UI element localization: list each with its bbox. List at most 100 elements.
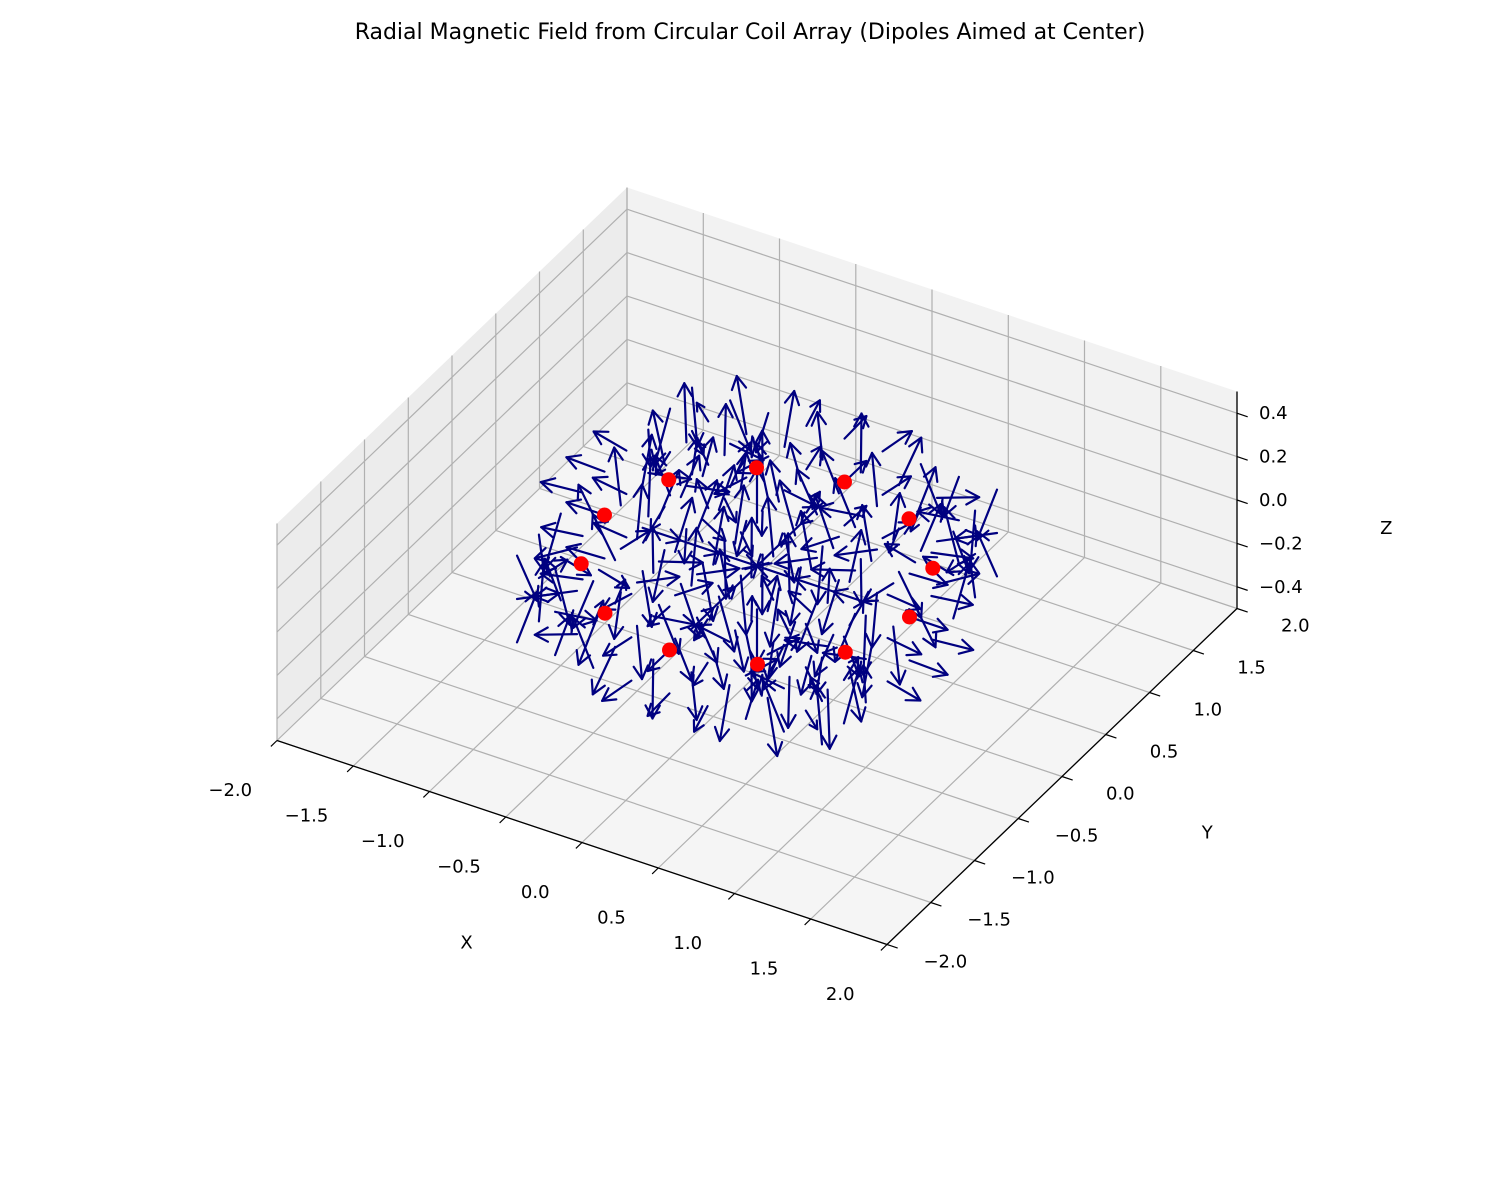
field-arrow xyxy=(780,532,797,592)
arrow-head xyxy=(565,454,583,470)
arrow-shaft xyxy=(539,481,584,494)
arrow-shaft xyxy=(635,575,681,584)
arrow-shaft xyxy=(862,614,867,677)
arrow-head xyxy=(922,466,939,483)
z-tick xyxy=(1236,542,1248,548)
arrow-head xyxy=(780,532,797,548)
field-arrow xyxy=(695,401,710,423)
arrow-shaft xyxy=(515,590,539,644)
field-arrow xyxy=(796,654,813,696)
arrow-head xyxy=(821,567,837,583)
field-arrow xyxy=(613,578,628,605)
field-arrow xyxy=(695,561,741,579)
arrow-head xyxy=(696,579,714,595)
field-arrow xyxy=(848,667,867,723)
arrow-head xyxy=(846,660,863,678)
field-arrow xyxy=(883,542,917,564)
axis-labels: X Y Z xyxy=(460,518,1392,954)
field-arrow xyxy=(941,475,961,517)
field-arrow xyxy=(973,488,999,542)
arrow-head xyxy=(855,660,873,677)
arrow-head xyxy=(956,557,973,575)
arrow-head xyxy=(761,673,777,691)
z-tick-label: 0.0 xyxy=(1259,490,1288,511)
arrow-head xyxy=(890,669,907,686)
arrow-head xyxy=(736,451,753,468)
x-tick xyxy=(575,842,583,849)
arrow-shaft xyxy=(952,530,971,575)
arrow-head xyxy=(733,484,751,501)
arrow-head xyxy=(540,521,557,539)
arrow-shaft xyxy=(657,560,704,564)
y-tick-label: 0.5 xyxy=(1150,741,1179,762)
arrow-shaft xyxy=(537,558,569,580)
arrow-head xyxy=(701,436,718,453)
arrow-shaft xyxy=(975,488,999,542)
field-arrow xyxy=(754,429,771,469)
field-arrow xyxy=(853,412,870,474)
coil-marker xyxy=(925,560,941,576)
x-tick xyxy=(727,893,735,900)
arrow-head xyxy=(809,399,822,413)
gridline-z xyxy=(276,251,1238,590)
arrow-head xyxy=(746,595,758,607)
arrow-shaft xyxy=(886,680,922,702)
arrow-head xyxy=(641,452,659,468)
arrow-head xyxy=(784,636,801,652)
field-arrow xyxy=(812,633,835,678)
arrow-shaft xyxy=(842,666,861,725)
arrow-head xyxy=(664,570,681,587)
arrow-shaft xyxy=(723,403,728,457)
arrow-head xyxy=(754,429,771,445)
field-arrow xyxy=(687,526,704,587)
arrow-head xyxy=(722,464,738,481)
arrow-head xyxy=(760,496,778,512)
field-arrow xyxy=(795,510,813,571)
arrow-shaft xyxy=(601,636,633,657)
field-arrow xyxy=(692,618,709,642)
arrow-head xyxy=(764,459,781,476)
arrow-head xyxy=(931,573,949,590)
gridline-y xyxy=(538,271,1150,694)
arrow-head xyxy=(806,639,820,654)
y-tick-label: 1.0 xyxy=(1194,699,1223,720)
arrow-shaft xyxy=(826,688,831,750)
arrow-head xyxy=(641,433,658,450)
arrow-shaft xyxy=(848,667,863,723)
arrow-shaft xyxy=(673,496,694,554)
arrow-shaft xyxy=(679,454,701,499)
arrow-shaft xyxy=(683,382,688,444)
arrow-head xyxy=(592,430,610,446)
arrow-head xyxy=(644,525,662,542)
arrow-shaft xyxy=(600,679,633,703)
arrow-head xyxy=(905,641,923,657)
coil-marker xyxy=(837,644,853,660)
arrow-head xyxy=(726,510,738,524)
arrow-shaft xyxy=(735,519,748,558)
field-arrow xyxy=(848,600,865,627)
arrow-head xyxy=(931,617,949,634)
y-tick xyxy=(930,901,942,907)
arrow-head xyxy=(808,719,819,731)
arrow-head xyxy=(533,546,551,564)
arrow-head xyxy=(796,679,813,696)
x-tick-label: −2.0 xyxy=(208,780,252,801)
x-tick-label: −1.5 xyxy=(285,805,329,826)
arrow-head xyxy=(775,479,792,497)
x-tick xyxy=(422,791,430,798)
arrow-head xyxy=(713,725,731,743)
arrow-shaft xyxy=(733,484,746,545)
arrow-shaft xyxy=(817,506,862,517)
arrow-head xyxy=(717,584,734,600)
field-arrow xyxy=(930,593,974,611)
gridline-y xyxy=(495,313,1106,736)
arrow-shaft xyxy=(913,466,937,521)
arrow-shaft xyxy=(651,548,666,604)
arrow-shaft xyxy=(848,600,865,627)
arrow-head xyxy=(647,409,664,426)
field-arrow xyxy=(832,587,873,606)
arrow-shaft xyxy=(842,635,861,678)
field-arrow xyxy=(864,451,882,508)
arrow-head xyxy=(783,389,801,407)
